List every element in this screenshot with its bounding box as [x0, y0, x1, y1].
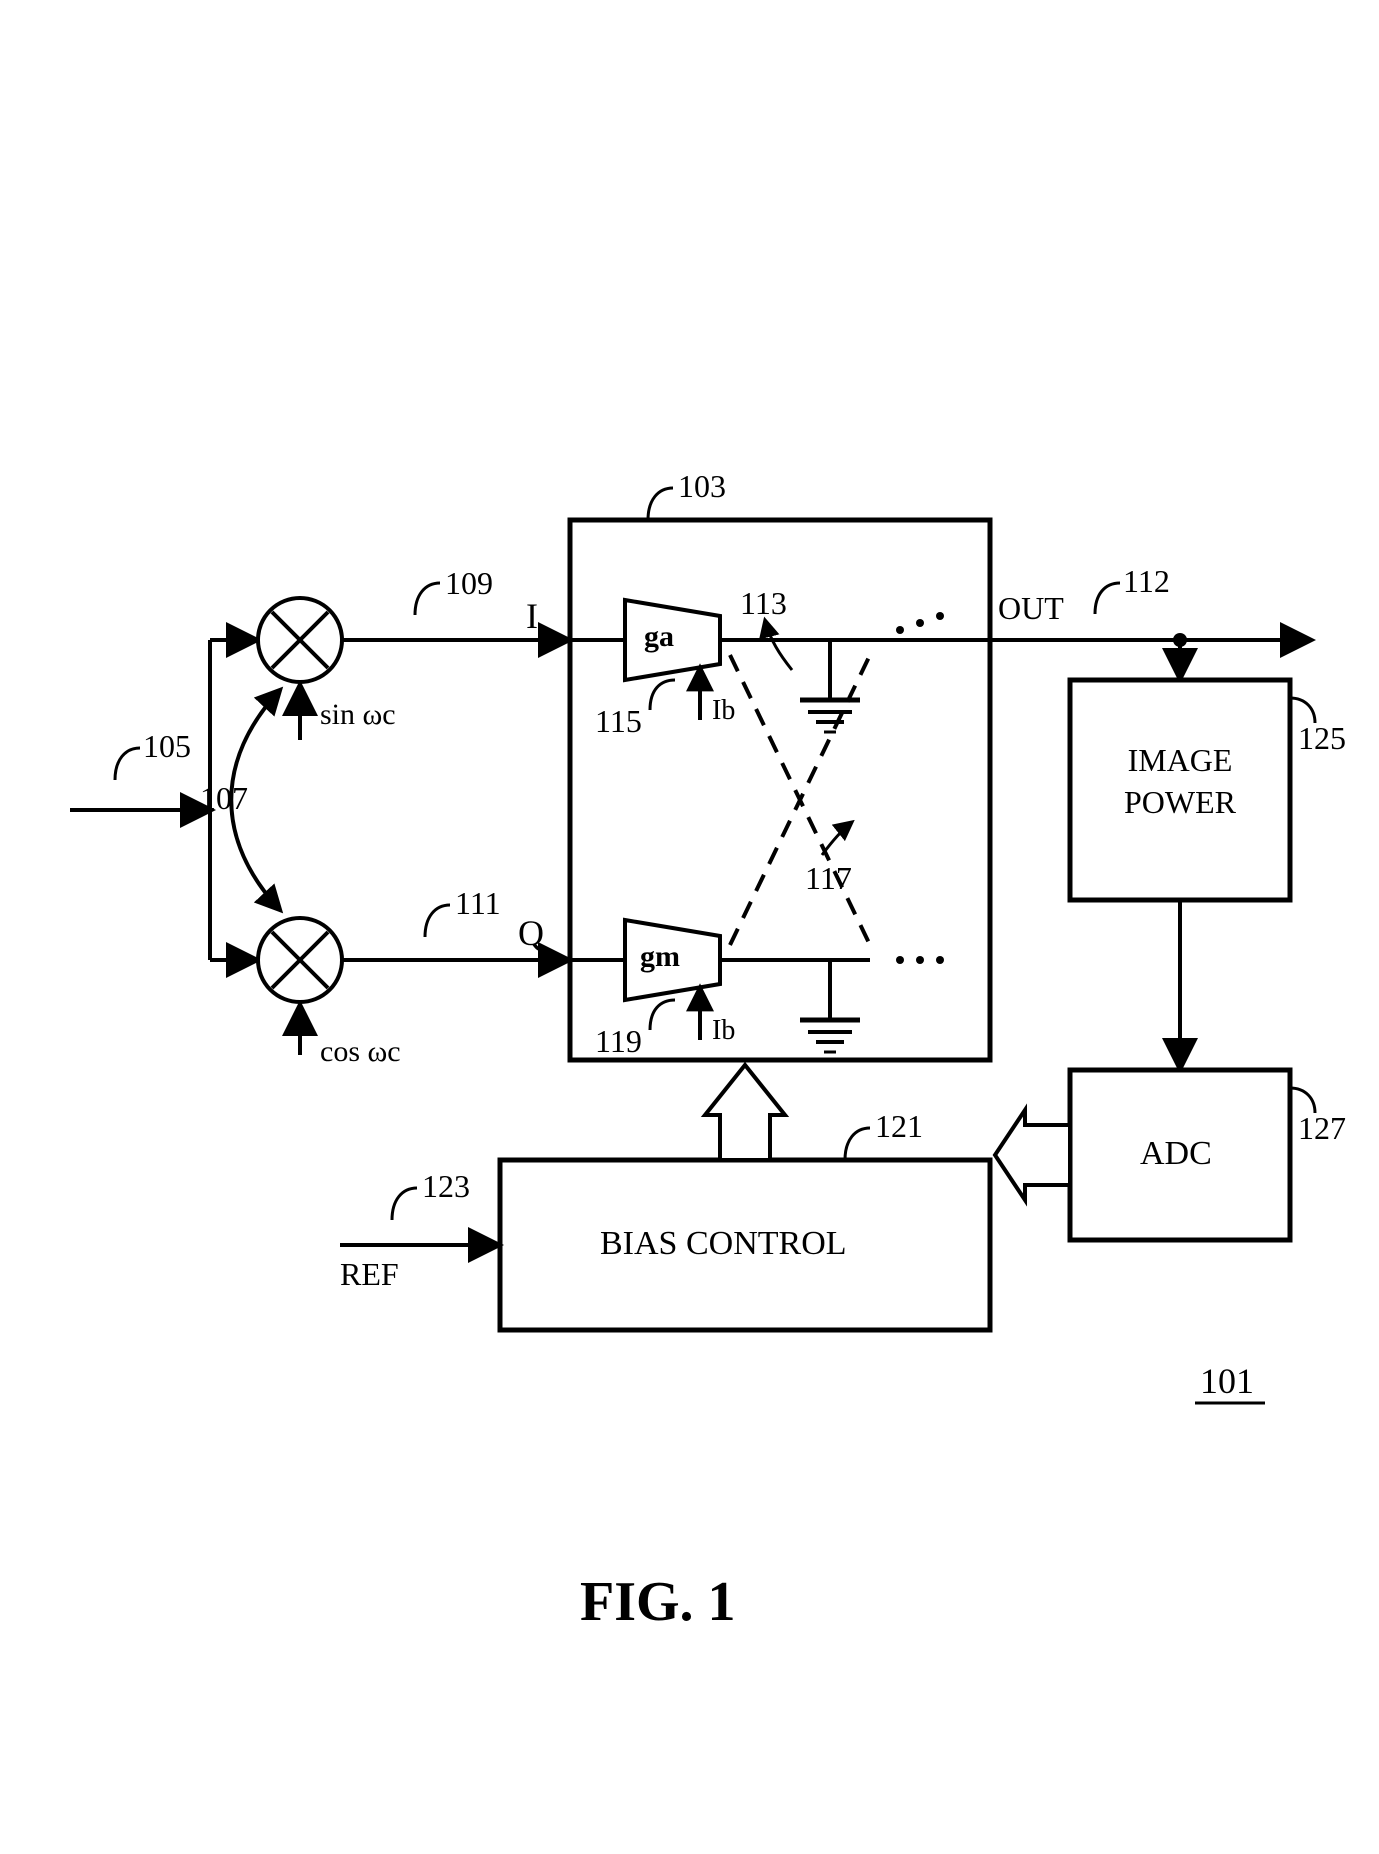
lo-sin: sin ωc — [320, 698, 396, 732]
ref-115: 115 — [595, 703, 642, 740]
ref-107: 107 — [200, 780, 248, 817]
wiring-svg — [40, 40, 1340, 1810]
ref-101: 101 — [1200, 1360, 1254, 1402]
label-ref: REF — [340, 1256, 399, 1293]
ib-upper: Ib — [712, 695, 735, 727]
ref-105: 105 — [143, 728, 191, 765]
ref-119: 119 — [595, 1023, 642, 1060]
amp-gm: gm — [640, 940, 680, 974]
amp-ga: ga — [644, 620, 674, 654]
ref-103: 103 — [678, 468, 726, 505]
adc-label: ADC — [1140, 1135, 1212, 1173]
lo-cos: cos ωc — [320, 1035, 401, 1069]
label-q: Q — [518, 912, 544, 954]
figure-title: FIG. 1 — [580, 1570, 736, 1634]
ref-112: 112 — [1123, 563, 1170, 600]
bias-label: BIAS CONTROL — [600, 1225, 847, 1263]
label-out: OUT — [998, 590, 1064, 627]
ref-117: 117 — [805, 860, 852, 897]
ref-127: 127 — [1298, 1110, 1346, 1147]
ib-lower: Ib — [712, 1015, 735, 1047]
image-power-label: IMAGE POWER — [1095, 740, 1265, 823]
ref-123: 123 — [422, 1168, 470, 1205]
diagram-canvas: 105 107 sin ωc cos ωc 109 I 111 Q 103 ga… — [40, 40, 1340, 1810]
ref-125: 125 — [1298, 720, 1346, 757]
ref-109: 109 — [445, 565, 493, 602]
label-i: I — [526, 595, 538, 637]
ref-111: 111 — [455, 885, 501, 922]
ref-121: 121 — [875, 1108, 923, 1145]
ref-113: 113 — [740, 585, 787, 622]
